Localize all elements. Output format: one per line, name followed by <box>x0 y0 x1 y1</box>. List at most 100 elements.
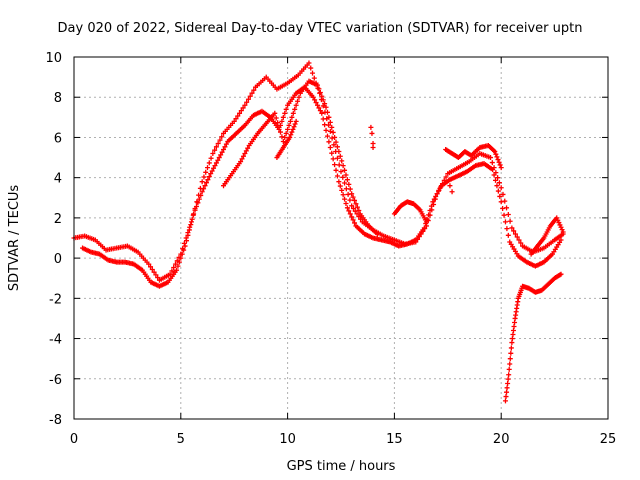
data-point-track-c <box>285 126 291 132</box>
data-point-track-c <box>240 153 246 159</box>
data-point-track-b <box>282 110 288 116</box>
data-point-track-b <box>350 217 356 223</box>
data-point-track-g <box>503 394 509 400</box>
data-point-track-c <box>289 114 295 120</box>
data-point-track-b <box>324 133 330 139</box>
data-point-track-b <box>215 157 221 163</box>
chart-title: Day 020 of 2022, Sidereal Day-to-day VTE… <box>58 21 583 36</box>
data-point-track-b <box>495 188 501 194</box>
data-point-track-c <box>334 144 340 150</box>
data-point-track-a <box>443 174 449 180</box>
data-point-track-d <box>288 132 294 138</box>
data-point-track-b <box>192 207 198 213</box>
data-point-track-c <box>330 129 336 135</box>
data-point-track-a <box>356 214 362 220</box>
data-point-track-c <box>323 104 329 110</box>
data-point-track-b <box>558 237 564 243</box>
data-point-track-b <box>427 208 433 214</box>
data-point-track-c <box>336 149 342 155</box>
y-tick-label: -4 <box>49 333 62 348</box>
data-point-track-a <box>188 219 194 225</box>
data-point-track-a <box>327 128 333 134</box>
data-point-track-a <box>201 174 207 180</box>
data-point-track-a <box>338 169 344 175</box>
data-point-track-f <box>496 159 502 165</box>
data-point-track-b <box>333 167 339 173</box>
x-tick-label: 0 <box>70 432 78 447</box>
data-point-track-a <box>237 110 243 116</box>
data-point-track-a <box>244 99 250 105</box>
data-point-track-d <box>291 124 297 130</box>
data-point-track-a <box>203 169 209 175</box>
data-point-track-b <box>501 212 507 218</box>
data-point-track-b <box>211 165 217 171</box>
y-tick-label: 10 <box>45 51 62 66</box>
data-point-track-b <box>317 108 323 114</box>
data-point-track-b <box>433 193 439 199</box>
data-point-track-c <box>356 208 362 214</box>
data-point-track-g <box>558 271 564 277</box>
data-point-track-b <box>313 100 319 106</box>
data-point-track-g <box>504 385 510 391</box>
data-point-track-a <box>205 165 210 171</box>
x-tick-label: 15 <box>386 432 403 447</box>
data-point-track-d <box>287 134 293 140</box>
data-point-track-b <box>329 150 335 156</box>
grid-lines <box>74 57 608 419</box>
data-point-track-g <box>508 350 514 356</box>
data-point-track-a <box>498 185 504 191</box>
data-point-track-a <box>489 160 495 166</box>
data-point-track-c <box>282 134 288 140</box>
data-point-track-b <box>494 183 500 189</box>
data-point-track-b <box>176 259 182 265</box>
data-point-track-a <box>210 151 216 157</box>
data-point-track-a <box>231 118 237 124</box>
data-point-track-c <box>279 134 285 140</box>
y-tick-label: 6 <box>54 131 62 146</box>
data-point-track-a <box>329 135 335 141</box>
x-tick-label: 20 <box>493 432 510 447</box>
y-tick-labels: -8 -6 -4 -2 0 2 4 6 8 10 <box>45 51 62 428</box>
data-point-track-b <box>182 243 188 249</box>
data-point-track-a <box>331 142 337 148</box>
x-tick-labels: 0 5 10 15 20 25 <box>70 432 616 447</box>
data-point-track-a <box>181 240 187 246</box>
x-tick-label: 25 <box>600 432 617 447</box>
data-point-outliers <box>447 183 453 189</box>
data-point-track-g <box>504 389 510 395</box>
data-point-track-d <box>290 126 296 132</box>
x-axis-label: GPS time / hours <box>287 459 396 474</box>
data-point-track-c <box>283 130 289 136</box>
data-point-track-a <box>349 203 355 209</box>
data-point-track-b <box>213 160 219 166</box>
y-tick-label: -2 <box>49 292 62 307</box>
data-point-track-b <box>186 227 192 233</box>
data-point-track-b <box>179 251 185 257</box>
data-point-track-g <box>508 345 514 351</box>
data-point-outliers <box>370 145 376 150</box>
data-point-track-c <box>296 94 302 100</box>
data-point-track-b <box>205 177 211 183</box>
data-point-track-a <box>169 268 175 274</box>
data-point-track-a <box>146 261 152 267</box>
data-point-track-a <box>334 155 340 161</box>
data-point-track-g <box>507 356 513 362</box>
data-point-track-a <box>245 96 251 102</box>
axis-ticks <box>73 56 609 420</box>
data-point-track-a <box>308 65 314 71</box>
data-point-track-a <box>350 206 356 212</box>
data-point-track-a <box>235 113 241 119</box>
data-point-track-b <box>343 200 349 206</box>
data-point-track-c <box>350 194 356 200</box>
data-point-track-d <box>293 118 299 124</box>
data-point-track-a <box>171 264 177 270</box>
data-point-track-b <box>437 185 443 191</box>
data-point-track-b <box>334 173 340 179</box>
data-point-track-a <box>511 228 517 234</box>
data-point-track-a <box>199 179 205 185</box>
y-axis-label: SDTVAR / TECUs <box>7 185 22 292</box>
data-point-track-b <box>431 196 437 202</box>
data-point-track-b <box>319 110 325 116</box>
data-point-track-c <box>346 181 352 187</box>
data-point-track-b <box>346 208 352 214</box>
